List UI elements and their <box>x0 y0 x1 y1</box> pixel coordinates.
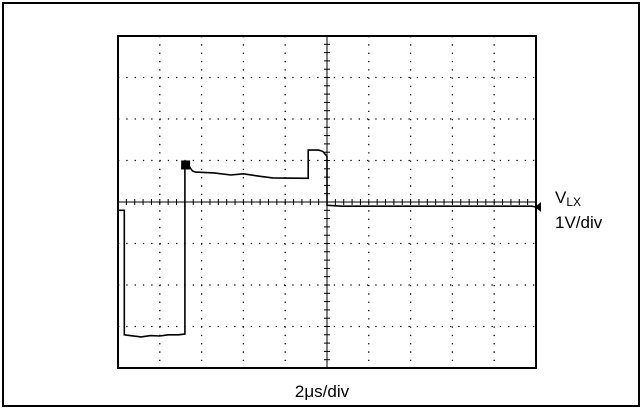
channel-label-main: V <box>555 188 567 207</box>
channel-label-sub: LX <box>566 195 582 209</box>
graticule <box>117 35 537 369</box>
trace-layer <box>118 149 541 338</box>
figure-frame <box>2 2 640 407</box>
vertical-scale-label: 1V/div <box>555 213 603 232</box>
trace-line <box>118 149 537 338</box>
channel-label: VLX <box>555 188 581 209</box>
trigger-marker <box>181 160 191 170</box>
level-marker <box>535 201 541 212</box>
time-scale-label: 2μs/div <box>294 382 350 401</box>
